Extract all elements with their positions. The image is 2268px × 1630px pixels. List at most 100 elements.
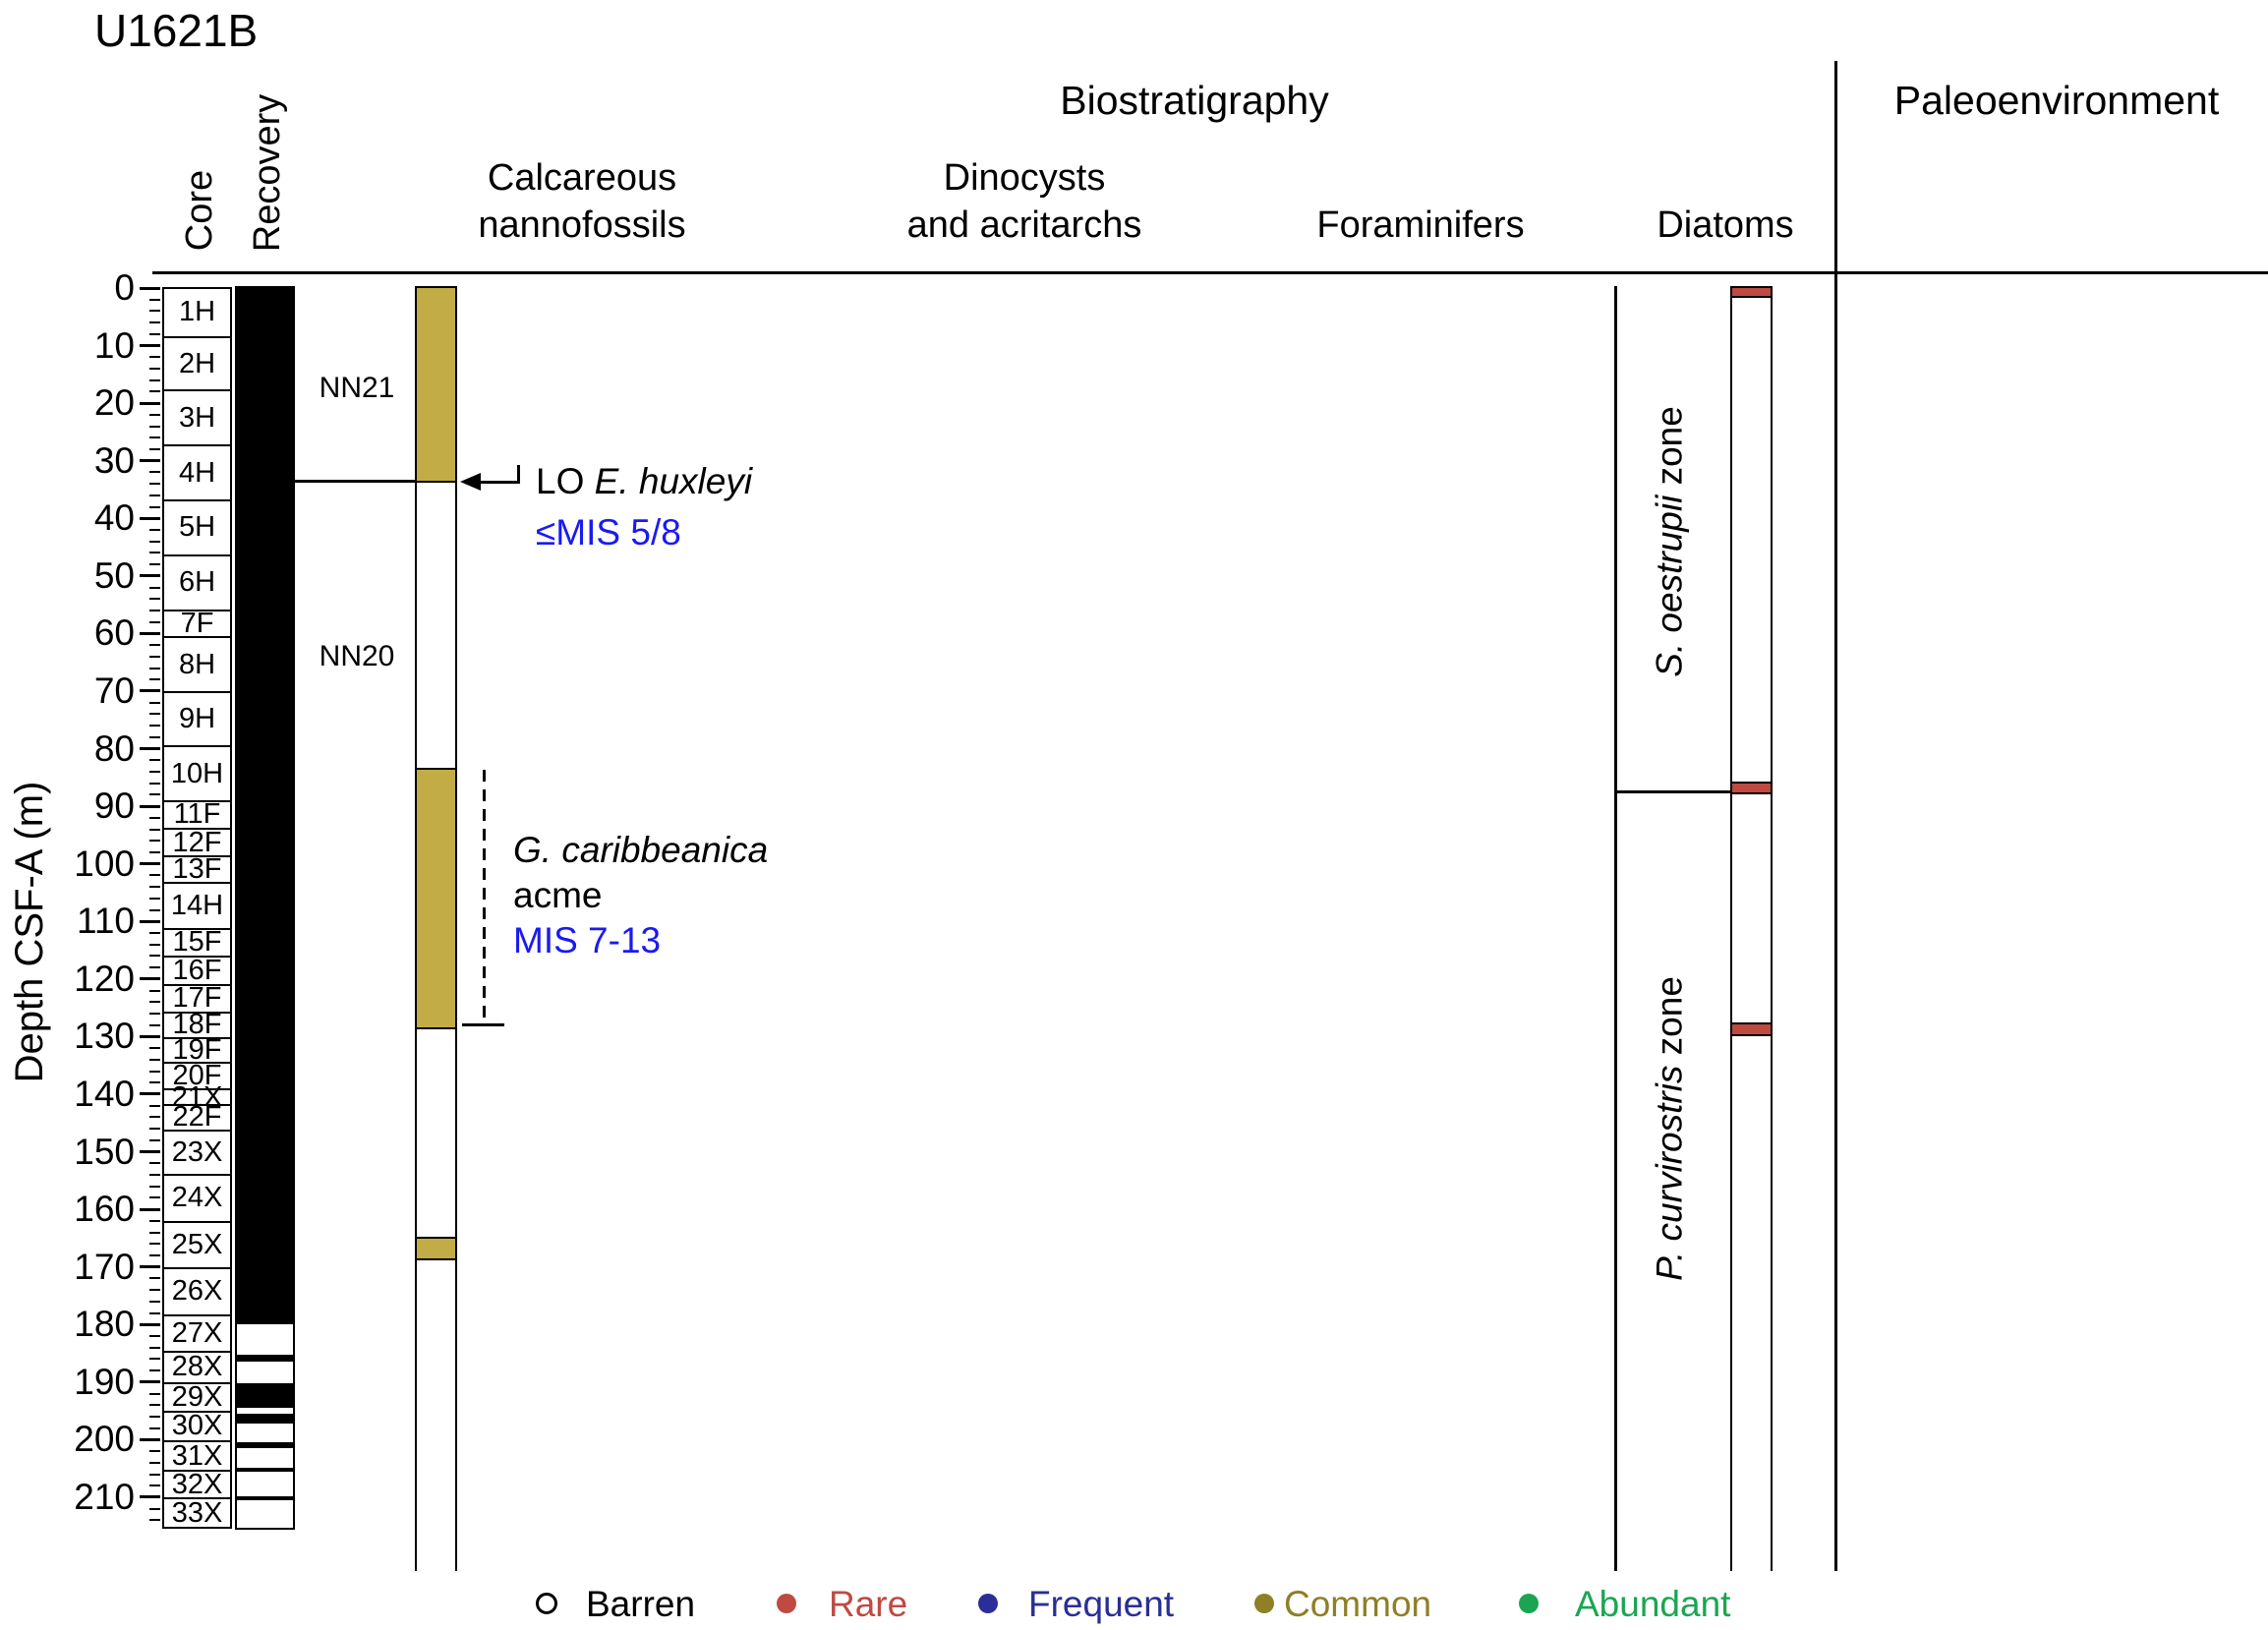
calcareous-nannofossils-header-line2: nannofossils xyxy=(478,204,686,246)
legend-rare-icon xyxy=(777,1594,796,1613)
core-label: 27X xyxy=(171,1316,223,1349)
depth-minor-tick xyxy=(149,494,160,496)
biostratigraphy-header: Biostratigraphy xyxy=(1060,78,1329,123)
recovery-recovered-segment xyxy=(235,1467,295,1472)
depth-minor-tick xyxy=(149,793,160,796)
nannofossil-common-segment xyxy=(415,286,457,484)
depth-minor-tick xyxy=(149,850,160,853)
core-cell: 10H xyxy=(162,745,232,802)
depth-minor-tick xyxy=(149,1484,160,1487)
core-label: 32X xyxy=(171,1468,223,1500)
depth-minor-tick xyxy=(149,1473,160,1476)
depth-tick-label: 30 xyxy=(93,439,135,481)
nannofossil-zone-label: NN20 xyxy=(319,639,395,672)
depth-major-tick xyxy=(140,804,160,808)
core-label: 17F xyxy=(172,982,222,1015)
core-cell: 17F xyxy=(162,982,232,1015)
core-cell: 25X xyxy=(162,1221,232,1269)
depth-minor-tick xyxy=(149,908,160,911)
core-cell: 3H xyxy=(162,389,232,446)
lo-prefix-text: LO xyxy=(536,461,595,501)
recovery-recovered-segment xyxy=(235,1355,295,1363)
depth-minor-tick xyxy=(149,897,160,900)
core-column-header: Core xyxy=(179,169,220,252)
depth-minor-tick xyxy=(149,1300,160,1303)
depth-minor-tick xyxy=(149,505,160,508)
core-label: 1H xyxy=(178,296,216,328)
depth-minor-tick xyxy=(149,310,160,313)
depth-tick-label: 50 xyxy=(93,554,135,596)
depth-minor-tick xyxy=(149,1023,160,1026)
diatom-rare-segment xyxy=(1730,286,1773,299)
depth-minor-tick xyxy=(149,955,160,958)
depth-minor-tick xyxy=(149,1081,160,1084)
diatom-zone-suffix-text: zone xyxy=(1649,405,1690,495)
core-cell: 11F xyxy=(162,798,232,831)
diatom-zone-label: S. oestrupii zone xyxy=(1649,405,1690,677)
depth-minor-tick xyxy=(149,1346,160,1349)
depth-minor-tick xyxy=(149,931,160,934)
depth-minor-tick xyxy=(149,782,160,785)
depth-minor-tick xyxy=(149,1116,160,1119)
depth-major-tick xyxy=(140,1150,160,1154)
depth-tick-label: 40 xyxy=(93,497,135,539)
depth-minor-tick xyxy=(149,413,160,416)
depth-minor-tick xyxy=(149,644,160,647)
dinocysts-header-line2: and acritarchs xyxy=(906,204,1142,246)
recovery-recovered-segment xyxy=(235,1414,295,1424)
depth-minor-tick xyxy=(149,1519,160,1522)
depth-minor-tick xyxy=(149,1196,160,1199)
depth-minor-tick xyxy=(149,1277,160,1280)
depth-minor-tick xyxy=(149,989,160,992)
acme-dashed-range-line xyxy=(483,770,486,1026)
depth-minor-tick xyxy=(149,447,160,450)
depth-minor-tick xyxy=(149,943,160,946)
nannofossil-zone-label: NN21 xyxy=(319,371,395,404)
core-cell: 29X xyxy=(162,1382,232,1413)
depth-major-tick xyxy=(140,1207,160,1211)
depth-minor-tick xyxy=(149,655,160,658)
recovery-recovered-segment xyxy=(235,1383,295,1408)
core-cell: 13F xyxy=(162,855,232,885)
recovery-recovered-segment xyxy=(235,1441,295,1448)
core-label: 11F xyxy=(173,798,221,831)
core-cell: 14H xyxy=(162,882,232,930)
depth-minor-tick xyxy=(149,298,160,301)
acme-species-text: G. caribbeanica xyxy=(513,830,769,870)
depth-minor-tick xyxy=(149,816,160,819)
depth-minor-tick xyxy=(149,586,160,589)
core-label: 15F xyxy=(172,926,222,959)
legend-label-barren: Barren xyxy=(586,1584,696,1624)
core-label: 31X xyxy=(171,1439,223,1472)
depth-minor-tick xyxy=(149,1104,160,1107)
core-label: 6H xyxy=(178,566,216,599)
depth-minor-tick xyxy=(149,1369,160,1372)
core-label: 16F xyxy=(172,954,222,986)
depth-minor-tick xyxy=(149,1173,160,1176)
depth-major-tick xyxy=(140,1265,160,1269)
core-cell: 26X xyxy=(162,1266,232,1316)
depth-minor-tick xyxy=(149,725,160,728)
depth-tick-label: 100 xyxy=(74,843,135,884)
paleoenvironment-divider-line xyxy=(1834,61,1837,1571)
depth-major-tick xyxy=(140,401,160,405)
depth-minor-tick xyxy=(149,321,160,324)
core-cell: 1H xyxy=(162,287,232,338)
depth-major-tick xyxy=(140,574,160,578)
depth-minor-tick xyxy=(149,390,160,393)
core-label: 12F xyxy=(172,826,222,858)
depth-minor-tick xyxy=(149,1334,160,1337)
depth-minor-tick xyxy=(149,367,160,370)
core-label: 22F xyxy=(172,1101,222,1134)
depth-minor-tick xyxy=(149,1070,160,1073)
depth-minor-tick xyxy=(149,759,160,762)
core-cell: 8H xyxy=(162,635,232,694)
recovery-recovered-segment xyxy=(235,288,295,1325)
core-label: 5H xyxy=(178,511,216,544)
core-label: 3H xyxy=(178,401,216,434)
depth-minor-tick xyxy=(149,1047,160,1050)
depth-tick-label: 130 xyxy=(74,1016,135,1057)
site-title: U1621B xyxy=(94,5,259,56)
core-label: 2H xyxy=(178,347,216,379)
depth-minor-tick xyxy=(149,552,160,554)
